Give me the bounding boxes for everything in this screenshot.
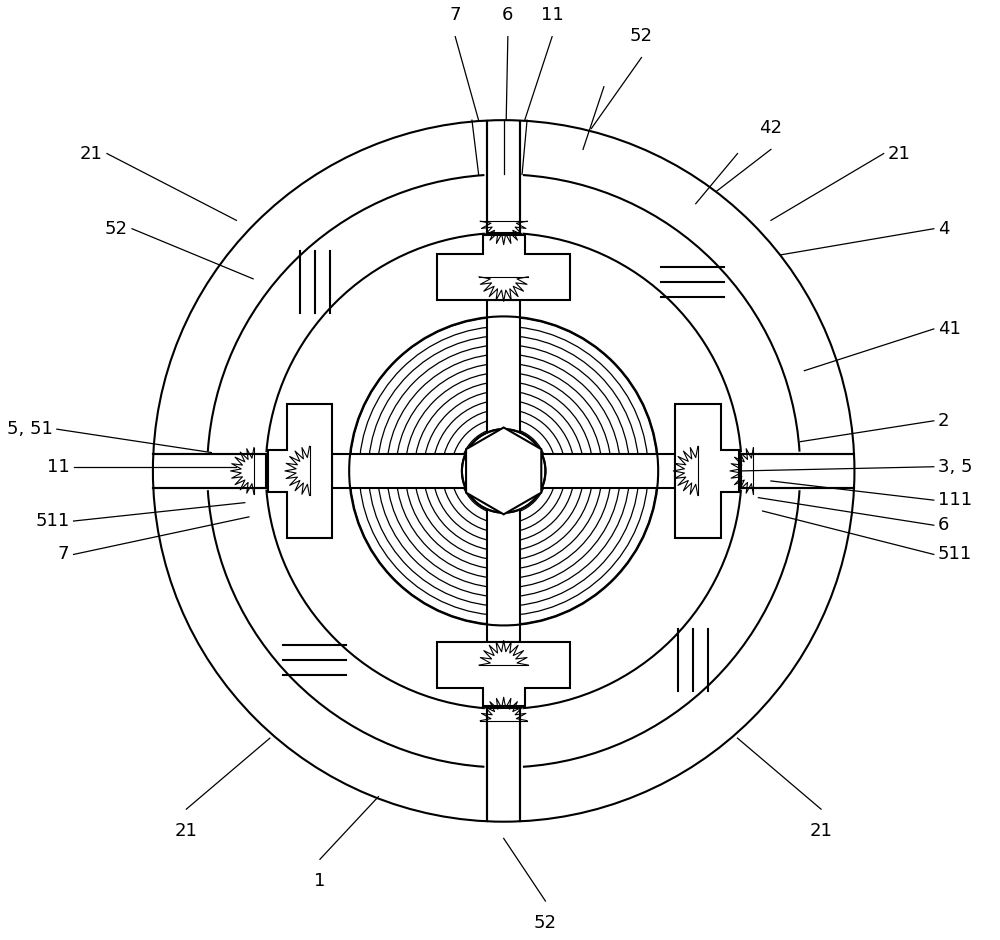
Polygon shape bbox=[520, 454, 675, 488]
Text: 6: 6 bbox=[502, 7, 514, 24]
Text: 511: 511 bbox=[938, 545, 972, 563]
Text: 7: 7 bbox=[58, 545, 69, 563]
Text: 41: 41 bbox=[938, 320, 961, 338]
Polygon shape bbox=[487, 300, 520, 454]
Text: 11: 11 bbox=[47, 458, 69, 476]
Text: 52: 52 bbox=[534, 914, 557, 932]
Text: 42: 42 bbox=[759, 118, 782, 137]
Circle shape bbox=[462, 430, 545, 512]
Text: 21: 21 bbox=[810, 822, 832, 839]
Text: 111: 111 bbox=[938, 492, 972, 509]
Text: 7: 7 bbox=[449, 7, 461, 24]
Text: 11: 11 bbox=[541, 7, 563, 24]
Polygon shape bbox=[487, 488, 520, 642]
Polygon shape bbox=[332, 454, 487, 488]
Text: 6: 6 bbox=[938, 516, 949, 534]
Polygon shape bbox=[675, 404, 739, 538]
Polygon shape bbox=[437, 642, 570, 707]
Text: 21: 21 bbox=[175, 822, 198, 839]
Text: 4: 4 bbox=[938, 220, 949, 238]
Text: 52: 52 bbox=[630, 27, 653, 45]
Text: 2: 2 bbox=[938, 412, 949, 430]
Text: 21: 21 bbox=[888, 145, 911, 163]
Text: 511: 511 bbox=[35, 512, 69, 530]
Polygon shape bbox=[268, 404, 332, 538]
Text: 5, 51: 5, 51 bbox=[7, 420, 53, 438]
Text: 21: 21 bbox=[80, 145, 103, 163]
Text: 52: 52 bbox=[105, 220, 128, 238]
Text: 3, 5: 3, 5 bbox=[938, 458, 972, 476]
Polygon shape bbox=[437, 235, 570, 300]
Text: 1: 1 bbox=[314, 871, 326, 890]
Polygon shape bbox=[466, 428, 541, 514]
